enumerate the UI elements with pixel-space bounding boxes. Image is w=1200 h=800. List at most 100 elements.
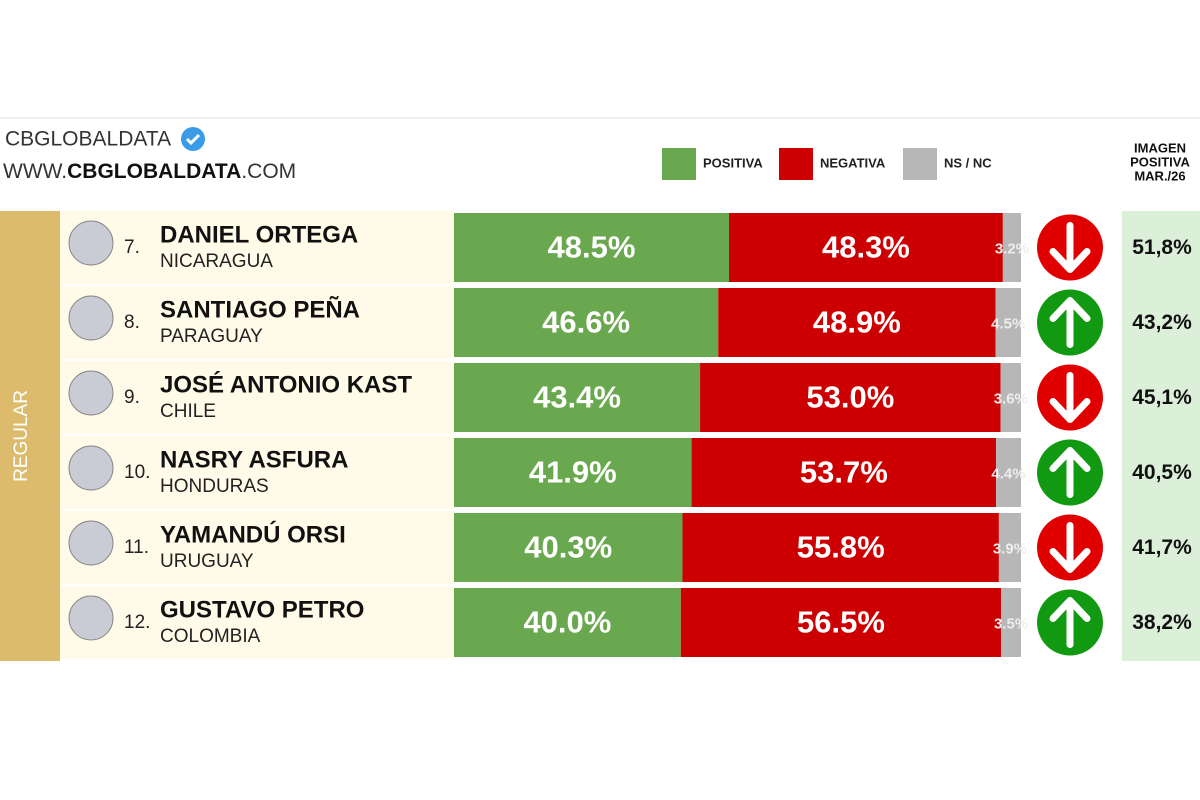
website: WWW.CBGLOBALDATA.COM	[3, 160, 296, 183]
rank: 10.	[124, 462, 150, 483]
value-label: 48.3%	[822, 230, 910, 265]
trend-arrow	[1037, 589, 1103, 656]
previous-value: 43,2%	[1132, 311, 1192, 334]
previous-header: IMAGEN	[1134, 140, 1186, 155]
value-label: 3.9%	[993, 540, 1027, 557]
previous-bg	[1122, 211, 1200, 661]
value-label: 41.9%	[529, 455, 617, 490]
portrait	[68, 520, 114, 566]
row-bg	[60, 361, 454, 434]
bar-segment	[680, 588, 1002, 657]
group-label: REGULAR	[11, 390, 32, 482]
value-label: 53.7%	[800, 455, 888, 490]
name: YAMANDÚ ORSI	[160, 520, 346, 548]
country: PARAGUAY	[160, 326, 263, 347]
rank: 12.	[124, 612, 150, 633]
previous-value: 45,1%	[1132, 386, 1192, 409]
legend-label: POSITIVA	[703, 155, 763, 170]
legend-label: NS / NC	[944, 155, 992, 170]
name: GUSTAVO PETRO	[160, 596, 364, 623]
value-label: 53.0%	[806, 380, 894, 415]
value-label: 46.6%	[542, 305, 630, 340]
bar-segment	[454, 288, 719, 357]
bar-segment	[454, 513, 683, 582]
legend-swatch	[662, 148, 696, 180]
row-bg	[60, 586, 454, 659]
previous-header: POSITIVA	[1130, 154, 1190, 169]
value-label: 40.0%	[523, 605, 611, 640]
row-bg	[60, 211, 454, 284]
rank: 8.	[124, 312, 140, 333]
portrait	[68, 370, 114, 416]
previous-value: 41,7%	[1132, 536, 1192, 559]
website-bold: CBGLOBALDATA	[67, 160, 241, 183]
bar-segment	[454, 213, 729, 282]
trend-glyph	[1049, 297, 1091, 348]
trend-arrow	[1037, 289, 1103, 356]
bar-segment	[718, 288, 996, 357]
value-label: 55.8%	[797, 530, 885, 565]
website-prefix: WWW.	[3, 160, 67, 183]
value-label: 3.6%	[994, 390, 1028, 407]
country: CHILE	[160, 401, 216, 422]
bar-segment	[998, 513, 1021, 582]
trend-glyph	[1049, 372, 1091, 423]
value-label: 56.5%	[797, 605, 885, 640]
bar-segment	[700, 363, 1001, 432]
legend-label: NEGATIVA	[820, 155, 886, 170]
row-bg	[60, 511, 454, 584]
country: HONDURAS	[160, 476, 269, 497]
country: NICARAGUA	[160, 251, 273, 272]
previous-value: 40,5%	[1132, 461, 1192, 484]
rank: 9.	[124, 387, 140, 408]
portrait	[68, 595, 114, 641]
verified-badge	[181, 127, 205, 151]
value-label: 40.3%	[524, 530, 612, 565]
bar-segment	[682, 513, 999, 582]
bar-segment	[995, 288, 1021, 357]
website-suffix: .COM	[241, 160, 296, 183]
value-label: 3.5%	[994, 615, 1028, 632]
row-bg	[60, 286, 454, 359]
row-bg	[60, 436, 454, 509]
group-band	[0, 211, 60, 661]
trend-glyph	[1049, 522, 1091, 573]
portrait	[68, 295, 114, 341]
legend-swatch	[779, 148, 813, 180]
bar-segment	[454, 363, 701, 432]
portrait	[68, 445, 114, 491]
name: JOSÉ ANTONIO KAST	[160, 370, 412, 398]
name: SANTIAGO PEÑA	[160, 295, 360, 323]
name: NASRY ASFURA	[160, 446, 348, 473]
value-label: 48.9%	[813, 305, 901, 340]
bar-segment	[996, 438, 1021, 507]
bar-segment	[1000, 363, 1021, 432]
trend-arrow	[1037, 364, 1103, 431]
bar-segment	[1001, 588, 1021, 657]
bar-segment	[728, 213, 1003, 282]
previous-header: MAR./26	[1134, 168, 1185, 183]
country: COLOMBIA	[160, 626, 261, 647]
bar-segment	[454, 588, 681, 657]
rank: 11.	[124, 537, 149, 558]
trend-arrow	[1037, 439, 1103, 506]
trend-glyph	[1049, 447, 1091, 498]
country: URUGUAY	[160, 551, 254, 572]
value-label: 43.4%	[533, 380, 621, 415]
legend-swatch	[903, 148, 937, 180]
trend-arrow	[1037, 514, 1103, 581]
trend-arrow	[1037, 214, 1103, 281]
value-label: 3.2%	[995, 240, 1029, 257]
name: DANIEL ORTEGA	[160, 221, 358, 248]
value-label: 4.4%	[991, 465, 1025, 482]
previous-value: 51,8%	[1132, 236, 1192, 259]
value-label: 48.5%	[548, 230, 636, 265]
previous-value: 38,2%	[1132, 611, 1192, 634]
trend-glyph	[1049, 222, 1091, 273]
bar-segment	[454, 438, 692, 507]
brand: CBGLOBALDATA	[5, 128, 171, 151]
rank: 7.	[124, 237, 140, 258]
bar-segment	[1002, 213, 1021, 282]
